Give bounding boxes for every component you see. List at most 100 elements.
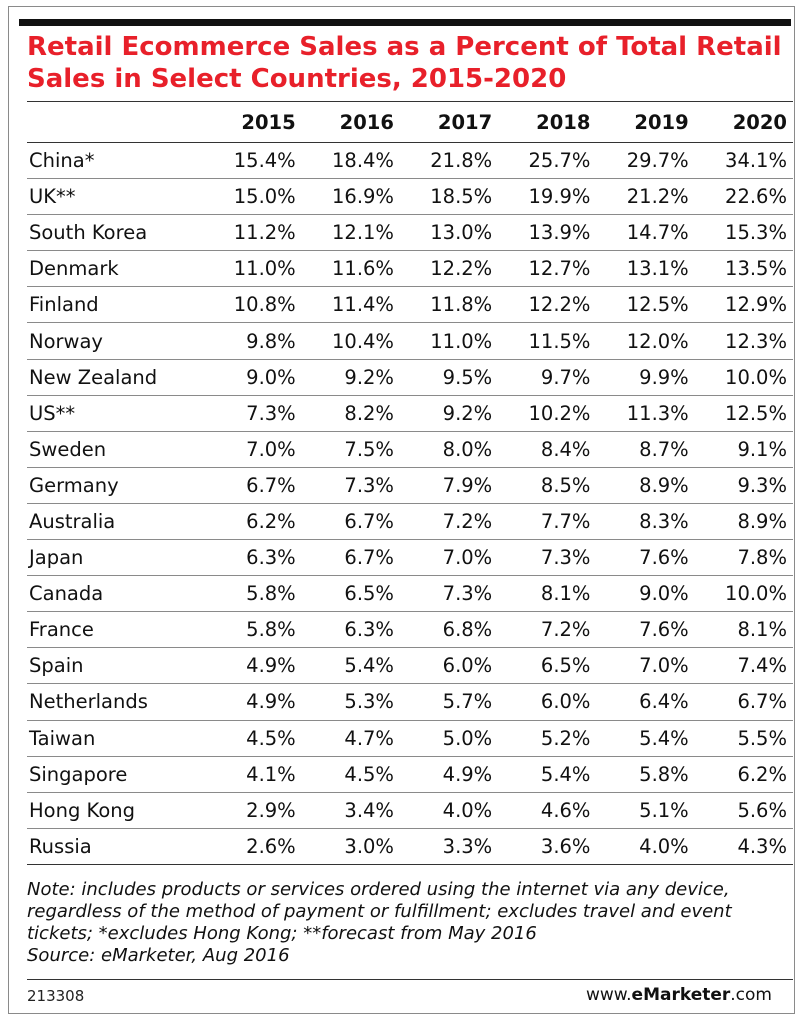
value-cell: 8.9% xyxy=(694,503,793,541)
value-cell: 11.0% xyxy=(203,250,302,288)
value-cell: 16.9% xyxy=(301,178,400,216)
value-cell: 4.5% xyxy=(301,756,400,793)
value-cell: 7.3% xyxy=(203,395,302,432)
value-cell: 11.5% xyxy=(498,322,597,360)
table-row: Canada 5.8% 6.5% 7.3% 8.1% 9.0% 10.0% xyxy=(27,575,793,613)
value-cell: 18.4% xyxy=(301,142,400,180)
value-cell: 6.8% xyxy=(399,611,499,649)
value-cell: 7.7% xyxy=(498,503,597,541)
value-cell: 8.5% xyxy=(498,467,597,504)
value-cell: 7.6% xyxy=(596,611,695,649)
value-cell: 8.4% xyxy=(498,431,597,468)
value-cell: 13.9% xyxy=(498,214,597,252)
country-cell: Norway xyxy=(27,322,204,360)
value-cell: 5.3% xyxy=(301,683,400,721)
value-cell: 8.9% xyxy=(596,467,695,504)
column-header-2017: 2017 xyxy=(399,101,499,143)
table-row: Netherlands 4.9% 5.3% 5.7% 6.0% 6.4% 6.7% xyxy=(27,683,793,721)
chart-id: 213308 xyxy=(27,987,85,1005)
chart-card: Retail Ecommerce Sales as a Percent of T… xyxy=(8,6,795,1014)
table-row: Russia 2.6% 3.0% 3.3% 3.6% 4.0% 4.3% xyxy=(27,828,793,865)
country-cell: New Zealand xyxy=(27,359,204,396)
value-cell: 7.0% xyxy=(399,539,499,577)
value-cell: 25.7% xyxy=(498,142,597,180)
value-cell: 4.6% xyxy=(498,792,597,829)
value-cell: 9.9% xyxy=(596,359,695,396)
value-cell: 7.5% xyxy=(301,431,400,468)
brand-name: eMarketer xyxy=(631,985,731,1005)
value-cell: 8.1% xyxy=(694,611,793,649)
value-cell: 4.0% xyxy=(399,792,499,829)
country-cell: Germany xyxy=(27,467,204,504)
value-cell: 4.3% xyxy=(694,828,793,865)
value-cell: 11.8% xyxy=(399,286,499,324)
value-cell: 5.5% xyxy=(694,720,793,757)
value-cell: 7.0% xyxy=(203,431,302,468)
value-cell: 6.7% xyxy=(203,467,302,504)
table-row: Japan 6.3% 6.7% 7.0% 7.3% 7.6% 7.8% xyxy=(27,539,793,577)
value-cell: 9.2% xyxy=(301,359,400,396)
value-cell: 12.2% xyxy=(399,250,499,288)
country-cell: Netherlands xyxy=(27,683,204,721)
table-row: Spain 4.9% 5.4% 6.0% 6.5% 7.0% 7.4% xyxy=(27,647,793,685)
value-cell: 6.0% xyxy=(498,683,597,721)
value-cell: 12.0% xyxy=(596,322,695,360)
value-cell: 9.0% xyxy=(596,575,695,613)
value-cell: 7.3% xyxy=(399,575,499,613)
value-cell: 10.4% xyxy=(301,322,400,360)
value-cell: 34.1% xyxy=(694,142,793,180)
value-cell: 6.5% xyxy=(301,575,400,613)
value-cell: 5.1% xyxy=(596,792,695,829)
value-cell: 19.9% xyxy=(498,178,597,216)
value-cell: 6.7% xyxy=(301,539,400,577)
table-row: Australia 6.2% 6.7% 7.2% 7.7% 8.3% 8.9% xyxy=(27,503,793,541)
value-cell: 12.9% xyxy=(694,286,793,324)
column-header-2018: 2018 xyxy=(498,101,597,143)
value-cell: 13.1% xyxy=(596,250,695,288)
value-cell: 5.4% xyxy=(301,647,400,685)
value-cell: 6.5% xyxy=(498,647,597,685)
country-cell: Denmark xyxy=(27,250,204,288)
value-cell: 14.7% xyxy=(596,214,695,252)
value-cell: 7.9% xyxy=(399,467,499,504)
table-row: New Zealand 9.0% 9.2% 9.5% 9.7% 9.9% 10.0% xyxy=(27,359,793,396)
table-row: South Korea 11.2% 12.1% 13.0% 13.9% 14.7% 15.3… xyxy=(27,214,793,252)
value-cell: 21.2% xyxy=(596,178,695,216)
table-row: UK** 15.0% 16.9% 18.5% 19.9% 21.2% 22.6% xyxy=(27,178,793,216)
country-cell: Singapore xyxy=(27,756,204,793)
table-row: Taiwan 4.5% 4.7% 5.0% 5.2% 5.4% 5.5% xyxy=(27,720,793,757)
table-row: France 5.8% 6.3% 6.8% 7.2% 7.6% 8.1% xyxy=(27,611,793,649)
brand-url[interactable]: www.eMarketer.com xyxy=(586,985,772,1005)
value-cell: 9.3% xyxy=(694,467,793,504)
country-cell: Taiwan xyxy=(27,720,204,757)
table-row: Singapore 4.1% 4.5% 4.9% 5.4% 5.8% 6.2% xyxy=(27,756,793,793)
source-text: Source: eMarketer, Aug 2016 xyxy=(27,945,290,966)
value-cell: 2.6% xyxy=(203,828,302,865)
value-cell: 22.6% xyxy=(694,178,793,216)
value-cell: 13.5% xyxy=(694,250,793,288)
value-cell: 7.8% xyxy=(694,539,793,577)
value-cell: 5.6% xyxy=(694,792,793,829)
value-cell: 5.2% xyxy=(498,720,597,757)
value-cell: 9.8% xyxy=(203,322,302,360)
value-cell: 8.2% xyxy=(301,395,400,432)
country-cell: UK** xyxy=(27,178,204,216)
value-cell: 8.1% xyxy=(498,575,597,613)
table-row: US** 7.3% 8.2% 9.2% 10.2% 11.3% 12.5% xyxy=(27,395,793,432)
value-cell: 11.0% xyxy=(399,322,499,360)
value-cell: 5.0% xyxy=(399,720,499,757)
value-cell: 6.3% xyxy=(203,539,302,577)
value-cell: 2.9% xyxy=(203,792,302,829)
value-cell: 5.4% xyxy=(596,720,695,757)
table-row: Finland 10.8% 11.4% 11.8% 12.2% 12.5% 12.9% xyxy=(27,286,793,324)
value-cell: 3.6% xyxy=(498,828,597,865)
value-cell: 12.5% xyxy=(596,286,695,324)
footnote: Note: includes products or services orde… xyxy=(27,879,787,967)
value-cell: 6.7% xyxy=(694,683,793,721)
country-cell: Sweden xyxy=(27,431,204,468)
country-cell: Japan xyxy=(27,539,204,577)
column-header-2020: 2020 xyxy=(694,101,793,143)
value-cell: 18.5% xyxy=(399,178,499,216)
table-row: China* 15.4% 18.4% 21.8% 25.7% 29.7% 34.1% xyxy=(27,142,793,180)
value-cell: 8.0% xyxy=(399,431,499,468)
